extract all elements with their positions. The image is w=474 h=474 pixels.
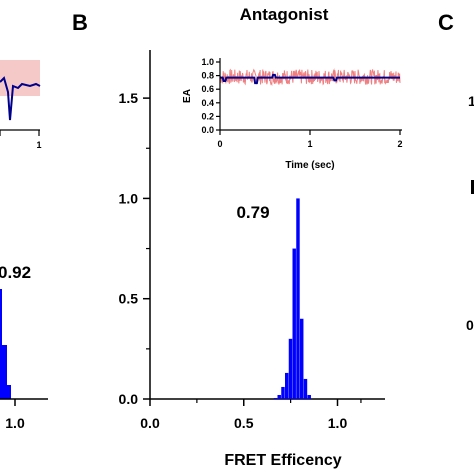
left-hist-bar bbox=[0, 289, 2, 399]
inset-y-axis-label: EA bbox=[182, 89, 193, 103]
histogram-bar bbox=[307, 394, 311, 399]
panel-letter-b: B bbox=[72, 10, 88, 35]
panel-letter-c: C bbox=[438, 10, 454, 35]
chart-title: Antagonist bbox=[240, 5, 329, 24]
right-tick-fragment: 1 bbox=[468, 93, 474, 109]
left-peak-label: 0.92 bbox=[0, 263, 31, 282]
histogram-bar bbox=[273, 397, 278, 399]
ea-fit-trace bbox=[220, 73, 400, 85]
x-tick-label: 0.0 bbox=[140, 415, 160, 431]
histogram-bar bbox=[281, 386, 285, 399]
peak-value-label: 0.79 bbox=[236, 203, 269, 222]
left-hist-bar bbox=[2, 345, 7, 399]
left-inset-trace-fit bbox=[0, 76, 41, 121]
inset-y-tick-label: 0.8 bbox=[201, 71, 214, 81]
histogram-bar bbox=[285, 372, 289, 399]
inset-x-tick-label: 1 bbox=[307, 139, 312, 149]
histogram-bar bbox=[303, 378, 308, 399]
left-partial-panel: 1 0.92 1.0 bbox=[0, 60, 48, 431]
right-axis-fragment bbox=[471, 180, 474, 194]
y-tick-label: 0.5 bbox=[119, 291, 139, 307]
inset-x-tick-label: 2 bbox=[397, 139, 402, 149]
histogram-bar bbox=[277, 394, 281, 399]
inset-x-tick-label: 0 bbox=[217, 139, 222, 149]
ea-time-trace-inset: 0 1 2 0.0 0.2 0.4 0.6 0.8 1.0 Time (sec) EA bbox=[182, 57, 403, 171]
x-axis-label: FRET Efficency bbox=[224, 452, 341, 469]
histogram-bar bbox=[292, 248, 296, 399]
inset-y-tick-label: 0.4 bbox=[201, 98, 214, 108]
inset-y-tick-label: 0.0 bbox=[201, 125, 214, 135]
x-tick-label: 0.5 bbox=[234, 415, 254, 431]
inset-y-tick-label: 0.2 bbox=[201, 111, 214, 121]
left-inset-trace-raw bbox=[0, 60, 40, 96]
histogram-bar bbox=[296, 198, 300, 399]
left-hist-bar bbox=[7, 385, 11, 399]
inset-x-axis-label: Time (sec) bbox=[285, 160, 334, 171]
left-x-tick: 1.0 bbox=[5, 415, 25, 431]
y-tick-label: 1.5 bbox=[119, 90, 139, 106]
inset-y-tick-label: 1.0 bbox=[201, 57, 214, 67]
y-tick-label: 0.0 bbox=[119, 391, 139, 407]
y-tick-label: 1.0 bbox=[119, 190, 139, 206]
right-tick-fragment: 0 bbox=[466, 317, 474, 333]
right-partial-panel: 1 0 bbox=[466, 93, 474, 333]
left-inset-x-tick: 1 bbox=[36, 140, 41, 150]
fret-histogram: 0.0 0.5 1.0 0.0 0.5 1.0 1.5 bbox=[119, 50, 385, 431]
histogram-bar bbox=[288, 338, 293, 399]
x-tick-label: 1.0 bbox=[328, 415, 348, 431]
inset-y-tick-label: 0.6 bbox=[201, 84, 214, 94]
histogram-bar bbox=[300, 318, 304, 399]
